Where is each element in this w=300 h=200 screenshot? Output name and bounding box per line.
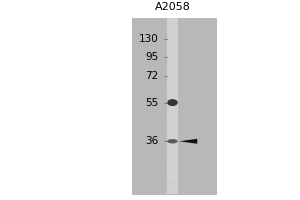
Ellipse shape [167, 99, 178, 106]
Text: 36: 36 [145, 136, 158, 146]
Polygon shape [179, 139, 197, 144]
Text: 95: 95 [145, 52, 158, 62]
Bar [132, 18, 216, 194]
Text: 55: 55 [145, 98, 158, 108]
Text: 72: 72 [145, 71, 158, 81]
Text: A2058: A2058 [154, 2, 190, 12]
Bar [167, 18, 178, 194]
Ellipse shape [167, 139, 178, 143]
Text: 130: 130 [139, 34, 158, 44]
